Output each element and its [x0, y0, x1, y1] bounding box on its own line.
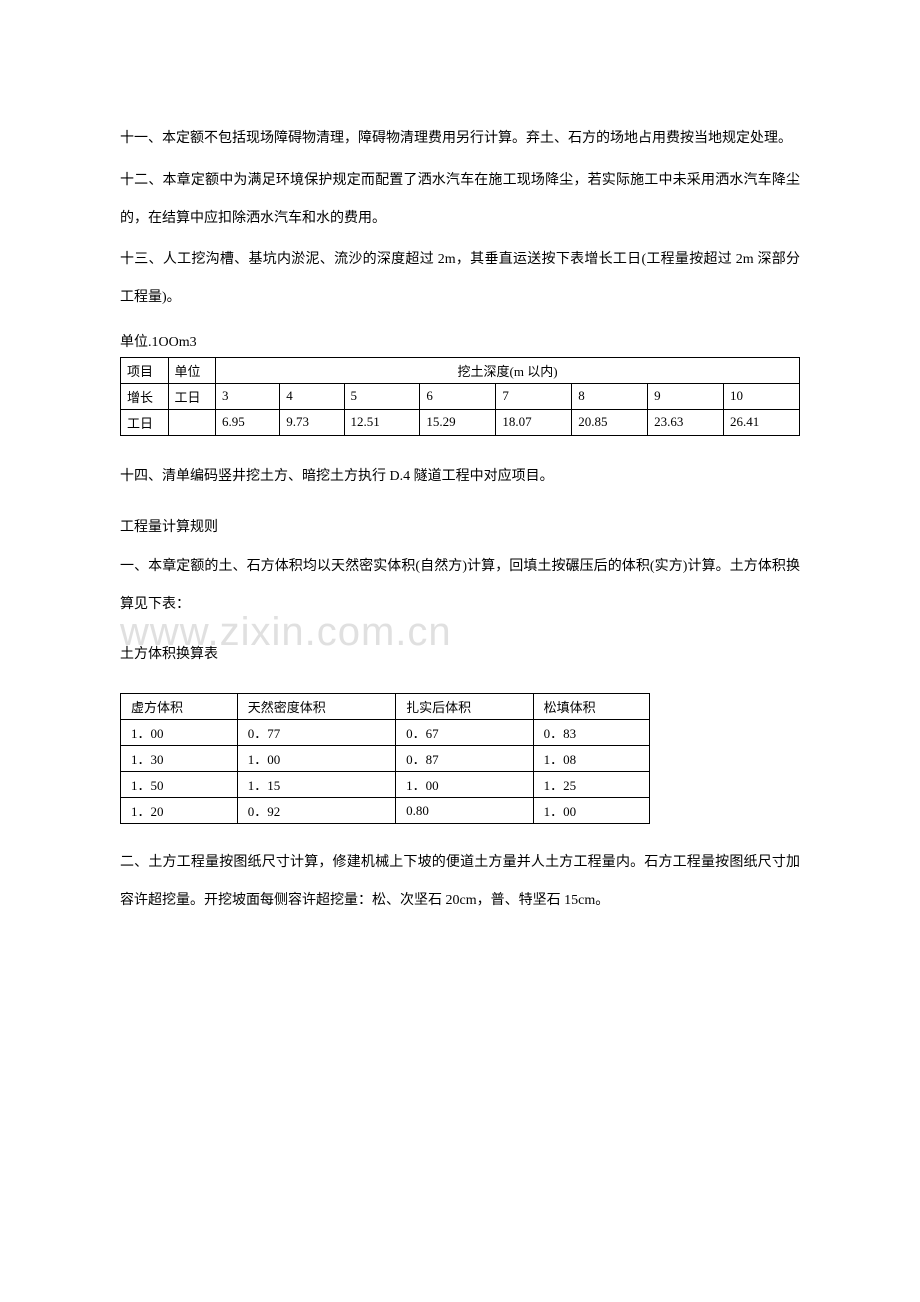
table-cell: 6.95 [216, 409, 280, 435]
table-row: 1．30 1．00 0．87 1．08 [121, 746, 650, 772]
table-cell: 增长 [121, 383, 169, 409]
paragraph-calc-1: 一、本章定额的土、石方体积均以天然密实体积(自然方)计算，回填土按碾压后的体积(… [120, 548, 800, 624]
paragraph-13: 十三、人工挖沟槽、基坑内淤泥、流沙的深度超过 2m，其垂直运送按下表增长工日(工… [120, 241, 800, 317]
table-cell: 20.85 [572, 409, 648, 435]
table-cell: 松填体积 [533, 694, 650, 720]
table-cell: 1．00 [533, 798, 650, 824]
table-cell: 1．00 [396, 772, 534, 798]
table2-title: 土方体积换算表 [120, 643, 800, 663]
table-cell: 0．92 [237, 798, 395, 824]
table-cell: 1．00 [121, 720, 238, 746]
table-cell: 1．30 [121, 746, 238, 772]
table-cell: 0．67 [396, 720, 534, 746]
unit-label: 单位.1OOm3 [120, 331, 800, 351]
paragraph-calc-2: 二、土方工程量按图纸尺寸计算，修建机械上下坡的便道土方量并人土方工程量内。石方工… [120, 844, 800, 920]
table-cell: 15.29 [420, 409, 496, 435]
table-cell: 12.51 [344, 409, 420, 435]
table-cell: 工日 [168, 383, 216, 409]
table-cell [168, 409, 216, 435]
table-cell: 1．20 [121, 798, 238, 824]
paragraph-11: 十一、本定额不包括现场障碍物清理，障碍物清理费用另行计算。弃土、石方的场地占用费… [120, 120, 800, 158]
table-cell: 4 [280, 383, 344, 409]
table-row: 1．20 0．92 0.80 1．00 [121, 798, 650, 824]
table-cell: 0.80 [396, 798, 534, 824]
table-cell: 3 [216, 383, 280, 409]
table-cell: 23.63 [648, 409, 724, 435]
table-cell: 工日 [121, 409, 169, 435]
table-cell: 1．15 [237, 772, 395, 798]
table-cell: 18.07 [496, 409, 572, 435]
table-row: 1．50 1．15 1．00 1．25 [121, 772, 650, 798]
table-cell: 项目 [121, 357, 169, 383]
table-cell: 1．50 [121, 772, 238, 798]
table-cell: 9.73 [280, 409, 344, 435]
table-cell: 0．77 [237, 720, 395, 746]
table-cell: 1．08 [533, 746, 650, 772]
table-cell: 1．25 [533, 772, 650, 798]
table-cell: 挖土深度(m 以内) [216, 357, 800, 383]
table-cell: 0．83 [533, 720, 650, 746]
table-cell: 扎实后体积 [396, 694, 534, 720]
volume-conversion-table: 虚方体积 天然密度体积 扎实后体积 松填体积 1．00 0．77 0．67 0．… [120, 693, 650, 824]
table-cell: 单位 [168, 357, 216, 383]
table-row: 项目 单位 挖土深度(m 以内) [121, 357, 800, 383]
table-row: 1．00 0．77 0．67 0．83 [121, 720, 650, 746]
table-cell: 7 [496, 383, 572, 409]
table-cell: 天然密度体积 [237, 694, 395, 720]
table-cell: 26.41 [724, 409, 800, 435]
table-cell: 虚方体积 [121, 694, 238, 720]
paragraph-14: 十四、清单编码竖井挖土方、暗挖土方执行 D.4 隧道工程中对应项目。 [120, 458, 800, 496]
table-cell: 1．00 [237, 746, 395, 772]
table-cell: 5 [344, 383, 420, 409]
section-title-calc: 工程量计算规则 [120, 516, 800, 536]
table-row: 工日 6.95 9.73 12.51 15.29 18.07 20.85 23.… [121, 409, 800, 435]
table-cell: 6 [420, 383, 496, 409]
depth-table: 项目 单位 挖土深度(m 以内) 增长 工日 3 4 5 6 7 8 9 10 … [120, 357, 800, 436]
table-cell: 9 [648, 383, 724, 409]
table-cell: 8 [572, 383, 648, 409]
table-cell: 0．87 [396, 746, 534, 772]
table-row: 增长 工日 3 4 5 6 7 8 9 10 [121, 383, 800, 409]
table-cell: 10 [724, 383, 800, 409]
table-row: 虚方体积 天然密度体积 扎实后体积 松填体积 [121, 694, 650, 720]
paragraph-12: 十二、本章定额中为满足环境保护规定而配置了洒水汽车在施工现场降尘，若实际施工中未… [120, 162, 800, 238]
